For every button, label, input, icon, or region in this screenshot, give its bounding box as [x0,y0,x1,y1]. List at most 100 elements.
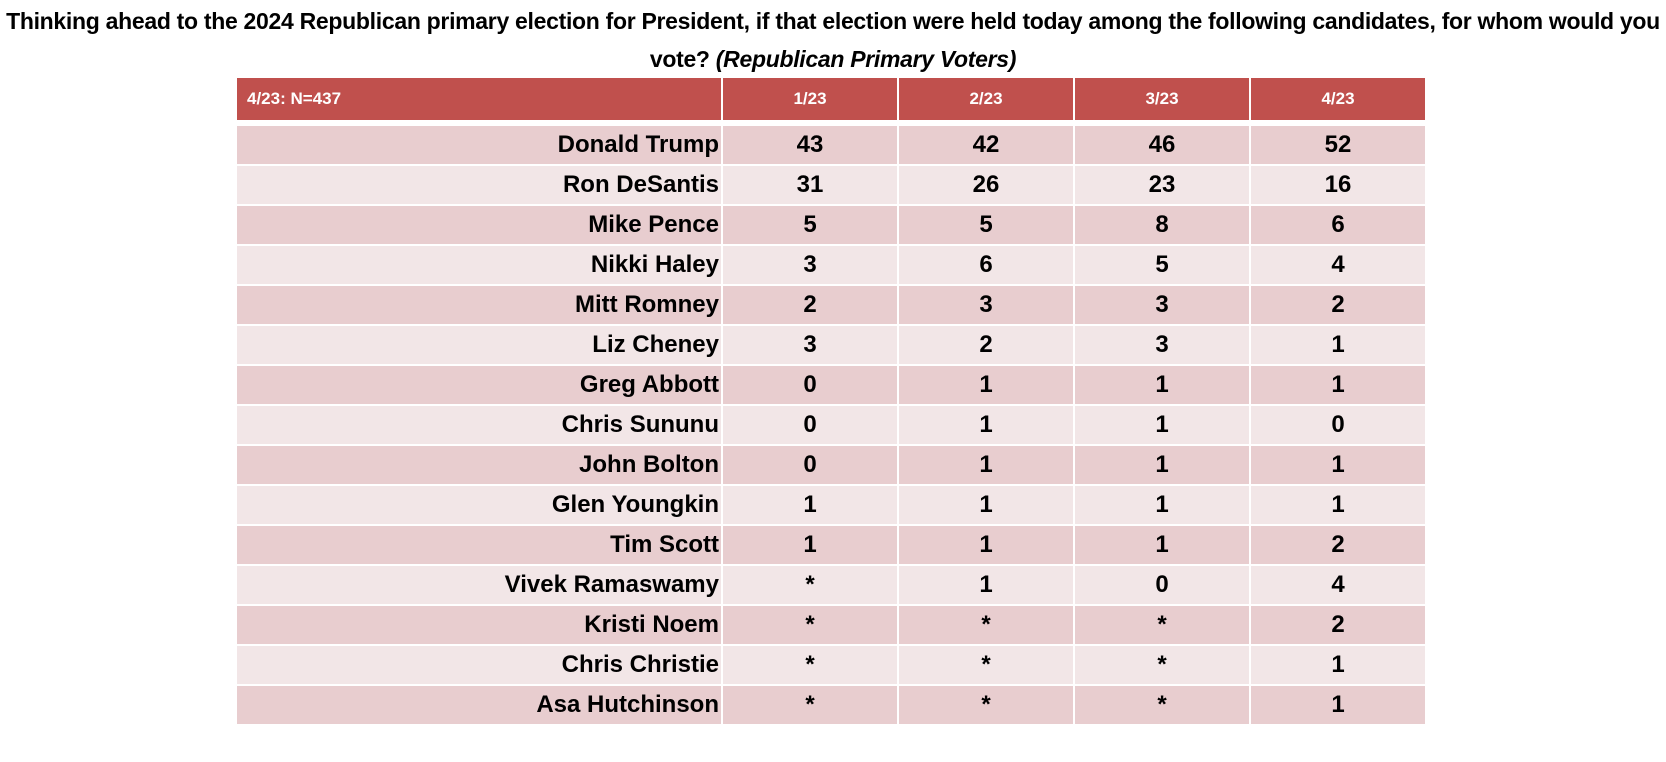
table-row: Donald Trump 43 42 46 52 [235,124,1427,166]
value-cell: 52 [1249,124,1427,166]
candidate-name: Nikki Haley [235,244,723,286]
table-row: Chris Christie * * * 1 [235,644,1427,686]
value-cell: 3 [721,244,899,286]
value-cell: * [1073,644,1251,686]
title-main: Thinking ahead to the 2024 Republican pr… [6,8,1660,72]
candidate-name: John Bolton [235,444,723,486]
value-cell: 1 [897,404,1075,446]
candidate-name: Asa Hutchinson [235,684,723,726]
candidate-name: Kristi Noem [235,604,723,646]
table-row: Greg Abbott 0 1 1 1 [235,364,1427,406]
candidate-name: Mike Pence [235,204,723,246]
value-cell: 1 [1073,364,1251,406]
value-cell: 2 [1249,604,1427,646]
candidate-name: Greg Abbott [235,364,723,406]
value-cell: 0 [1073,564,1251,606]
value-cell: 3 [1073,284,1251,326]
value-cell: 2 [721,284,899,326]
value-cell: 8 [1073,204,1251,246]
candidate-name: Ron DeSantis [235,164,723,206]
value-cell: 1 [1249,364,1427,406]
value-cell: 1 [1073,484,1251,526]
value-cell: * [1073,604,1251,646]
table-row: Glen Youngkin 1 1 1 1 [235,484,1427,526]
candidate-name: Chris Christie [235,644,723,686]
value-cell: 1 [1249,484,1427,526]
value-cell: 1 [1249,644,1427,686]
value-cell: 0 [721,404,899,446]
header-row: 4/23: N=437 1/23 2/23 3/23 4/23 [235,76,1427,122]
value-cell: 1 [897,564,1075,606]
value-cell: 0 [721,364,899,406]
value-cell: * [897,644,1075,686]
value-cell: 5 [897,204,1075,246]
table-row: Vivek Ramaswamy * 1 0 4 [235,564,1427,606]
value-cell: 46 [1073,124,1251,166]
value-cell: 1 [1249,444,1427,486]
value-cell: 0 [721,444,899,486]
spacer [236,121,1426,125]
value-cell: 2 [1249,284,1427,326]
value-cell: * [721,684,899,726]
header-cell: 2/23 [897,76,1075,122]
title-note: (Republican Primary Voters) [715,46,1017,72]
candidate-name: Chris Sununu [235,404,723,446]
candidate-name: Donald Trump [235,124,723,166]
spacer-cell [1074,121,1250,125]
header-cell: 4/23: N=437 [235,76,723,122]
value-cell: 16 [1249,164,1427,206]
value-cell: 1 [897,524,1075,566]
table-row: Liz Cheney 3 2 3 1 [235,324,1427,366]
title: Thinking ahead to the 2024 Republican pr… [0,2,1666,78]
value-cell: * [721,644,899,686]
value-cell: 43 [721,124,899,166]
table-row: Asa Hutchinson * * * 1 [235,684,1427,726]
value-cell: 2 [1249,524,1427,566]
value-cell: 2 [897,324,1075,366]
value-cell: 3 [897,284,1075,326]
value-cell: 1 [1249,684,1427,726]
value-cell: 0 [1249,404,1427,446]
value-cell: 4 [1249,564,1427,606]
value-cell: 1 [897,444,1075,486]
table-row: Mike Pence 5 5 8 6 [235,204,1427,246]
table-row: Chris Sununu 0 1 1 0 [235,404,1427,446]
value-cell: 3 [1073,324,1251,366]
value-cell: 3 [721,324,899,366]
value-cell: 23 [1073,164,1251,206]
table-row: Mitt Romney 2 3 3 2 [235,284,1427,326]
spacer-cell [1250,121,1426,125]
header-cell: 1/23 [721,76,899,122]
value-cell: 6 [897,244,1075,286]
value-cell: * [897,684,1075,726]
candidate-name: Glen Youngkin [235,484,723,526]
results-table: 4/23: N=437 1/23 2/23 3/23 4/23 Donald Trump 4… [235,76,1427,726]
table-row: Kristi Noem * * * 2 [235,604,1427,646]
spacer-cell [722,121,898,125]
candidate-name: Vivek Ramaswamy [235,564,723,606]
table-row: Tim Scott 1 1 1 2 [235,524,1427,566]
value-cell: * [721,604,899,646]
value-cell: 1 [1073,524,1251,566]
value-cell: 1 [1249,324,1427,366]
value-cell: 1 [897,484,1075,526]
value-cell: 1 [897,364,1075,406]
value-cell: * [897,604,1075,646]
value-cell: 5 [1073,244,1251,286]
candidate-name: Tim Scott [235,524,723,566]
value-cell: 1 [721,484,899,526]
value-cell: 31 [721,164,899,206]
table-row: John Bolton 0 1 1 1 [235,444,1427,486]
value-cell: 6 [1249,204,1427,246]
candidate-name: Mitt Romney [235,284,723,326]
value-cell: 42 [897,124,1075,166]
value-cell: 1 [721,524,899,566]
value-cell: 1 [1073,404,1251,446]
value-cell: 5 [721,204,899,246]
candidate-name: Liz Cheney [235,324,723,366]
header-cell: 3/23 [1073,76,1251,122]
value-cell: 26 [897,164,1075,206]
value-cell: * [721,564,899,606]
table-row: Nikki Haley 3 6 5 4 [235,244,1427,286]
